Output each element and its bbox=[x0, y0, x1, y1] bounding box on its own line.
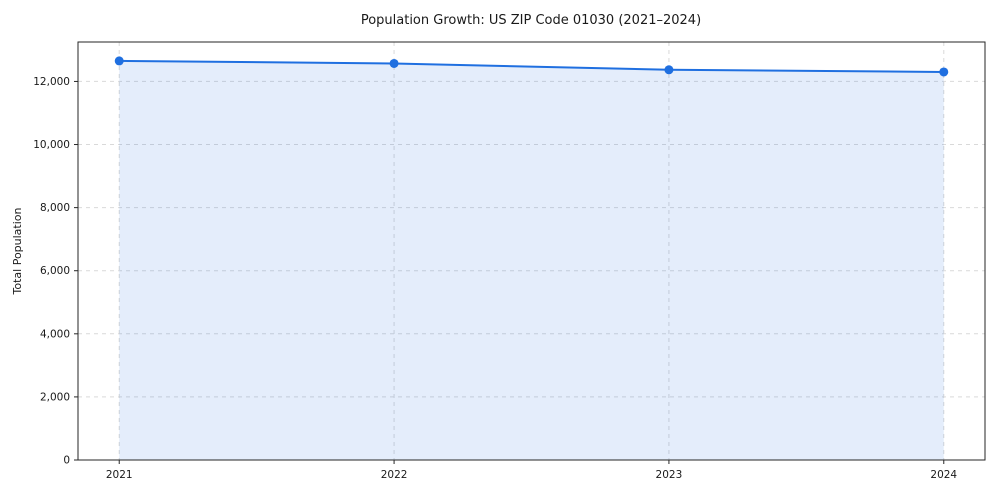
y-tick-label: 0 bbox=[63, 455, 70, 467]
y-tick-label: 10,000 bbox=[33, 139, 70, 151]
x-tick-label: 2022 bbox=[381, 469, 408, 481]
y-axis-label: Total Population bbox=[11, 207, 24, 295]
y-tick-label: 12,000 bbox=[33, 76, 70, 88]
y-tick-label: 8,000 bbox=[40, 202, 70, 214]
area-fill bbox=[119, 60, 944, 460]
x-tick-label: 2024 bbox=[930, 469, 957, 481]
x-tick-label: 2021 bbox=[106, 469, 133, 481]
data-point-marker bbox=[114, 56, 124, 66]
data-point-marker bbox=[939, 67, 949, 77]
plot-border bbox=[77, 41, 986, 461]
x-tick-label: 2023 bbox=[656, 469, 683, 481]
y-tick-label: 6,000 bbox=[40, 265, 70, 277]
y-tick-label: 2,000 bbox=[40, 391, 70, 403]
population-line-series bbox=[118, 59, 945, 73]
plot-area: 2021 2022 2023 2024 0 2,000 4,000 6,000 8,000 10,… bbox=[33, 41, 986, 481]
plot-background bbox=[78, 42, 985, 460]
data-point-marker bbox=[664, 65, 674, 75]
data-point-marker bbox=[389, 58, 399, 68]
chart-title: Population Growth: US ZIP Code 01030 (20… bbox=[361, 13, 701, 28]
y-tick-label: 4,000 bbox=[40, 328, 70, 340]
